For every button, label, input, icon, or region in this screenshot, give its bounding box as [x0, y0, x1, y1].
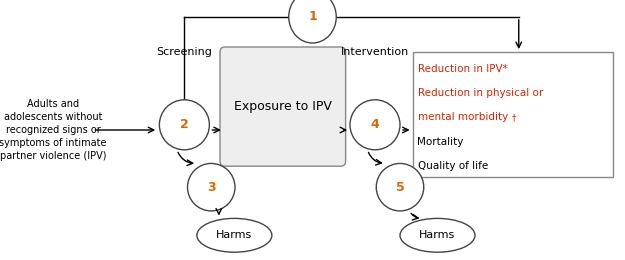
Text: Reduction in IPV*: Reduction in IPV* [418, 64, 508, 74]
Text: Adults and
adolescents without
recognized signs or
symptoms of intimate
partner : Adults and adolescents without recognize… [0, 99, 107, 161]
Text: 2: 2 [180, 118, 189, 131]
Text: 5: 5 [396, 181, 404, 194]
Circle shape [350, 100, 400, 150]
Ellipse shape [289, 0, 336, 43]
Ellipse shape [400, 218, 475, 252]
Text: Exposure to IPV: Exposure to IPV [234, 100, 332, 113]
Text: Mortality: Mortality [418, 136, 464, 147]
Text: Reduction in physical or: Reduction in physical or [418, 88, 542, 98]
Text: Screening: Screening [156, 47, 212, 57]
Text: 3: 3 [207, 181, 216, 194]
Text: Harms: Harms [216, 230, 252, 240]
Text: Intervention: Intervention [341, 47, 409, 57]
Text: 1: 1 [308, 10, 317, 23]
Ellipse shape [197, 218, 272, 252]
FancyBboxPatch shape [220, 47, 346, 166]
Circle shape [188, 164, 235, 211]
Text: mental morbidity: mental morbidity [418, 112, 508, 122]
Circle shape [376, 164, 424, 211]
Text: Harms: Harms [419, 230, 456, 240]
Text: Quality of life: Quality of life [418, 161, 488, 171]
Text: †: † [511, 113, 516, 122]
Text: 4: 4 [371, 118, 379, 131]
Bar [412, 52, 612, 177]
Circle shape [159, 100, 209, 150]
